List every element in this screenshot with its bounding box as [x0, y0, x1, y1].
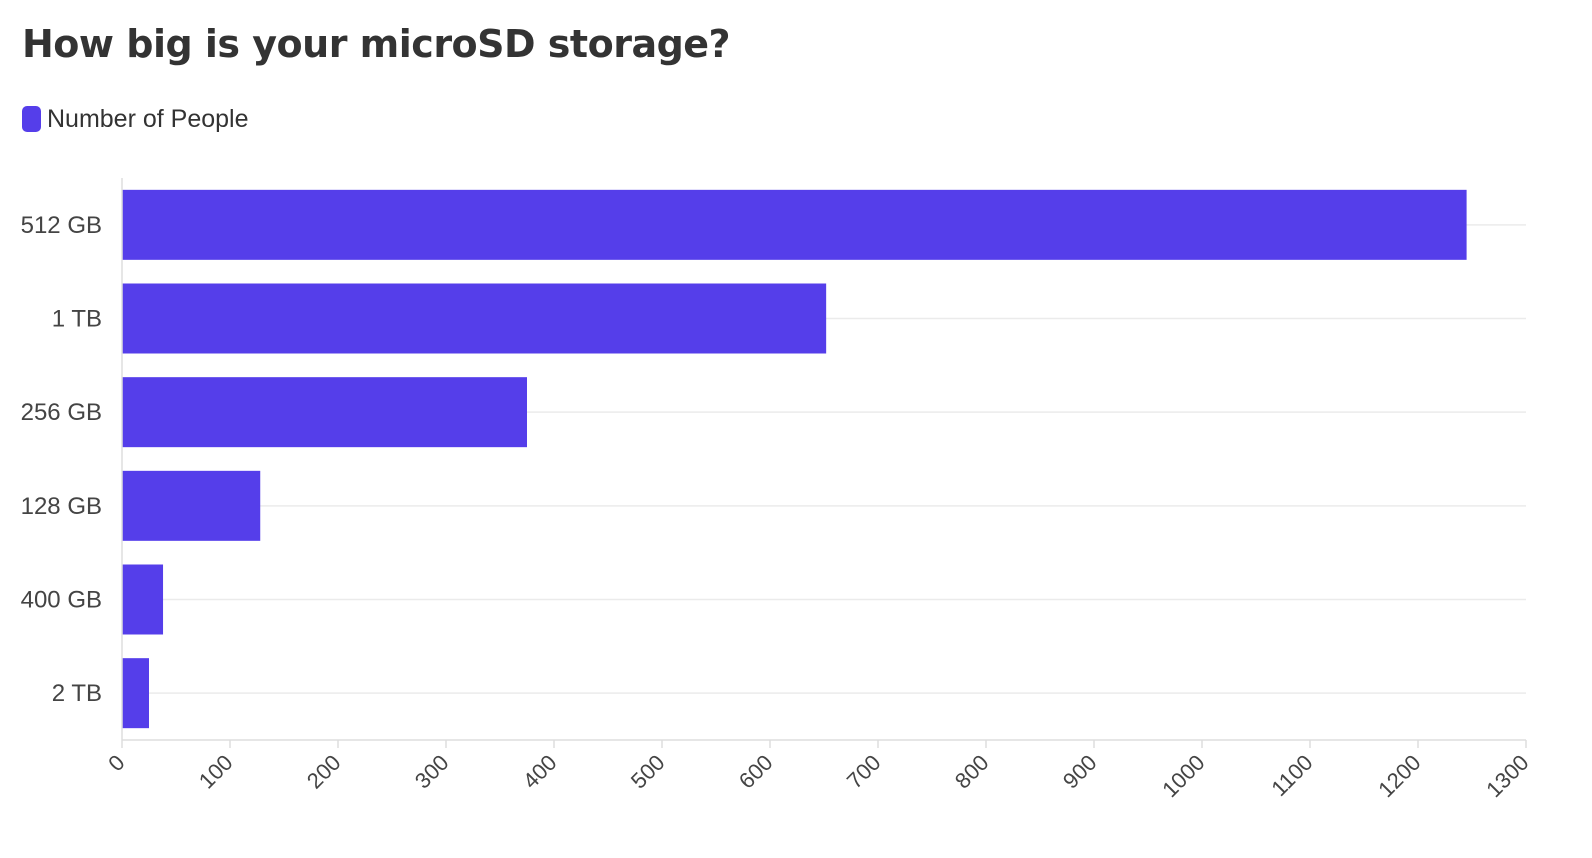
category-label: 512 GB: [21, 212, 102, 239]
category-label: 1 TB: [52, 306, 102, 333]
category-label: 128 GB: [21, 493, 102, 520]
x-tick-label: 300: [410, 750, 454, 794]
chart-title: How big is your microSD storage?: [22, 22, 731, 66]
x-tick-label: 700: [842, 750, 886, 794]
x-tick-label: 1000: [1157, 750, 1209, 802]
x-tick-label: 1200: [1373, 750, 1425, 802]
x-tick-labels: 0 100 200 300 400 500 600 700 800 900 1000 1100 1200…: [103, 750, 1533, 802]
bar-128-gb: [122, 470, 261, 541]
bar-2-tb: [122, 658, 149, 729]
legend-swatch: [22, 106, 41, 132]
x-tick-label: 200: [302, 750, 346, 794]
bars: [122, 189, 1467, 729]
category-label: 400 GB: [21, 587, 102, 614]
x-tick-label: 0: [103, 750, 129, 776]
x-tick-label: 800: [950, 750, 994, 794]
axes: [121, 178, 1527, 748]
legend: Number of People: [22, 104, 249, 134]
x-tick-label: 600: [734, 750, 778, 794]
x-tick-label: 1300: [1481, 750, 1533, 802]
bar-512-gb: [122, 189, 1467, 260]
x-tick-label: 1100: [1266, 750, 1317, 801]
x-tick-label: 900: [1058, 750, 1102, 794]
x-tick-label: 100: [194, 750, 238, 794]
category-label: 2 TB: [52, 680, 102, 707]
category-labels: 512 GB 1 TB 256 GB 128 GB 400 GB 2 TB: [21, 212, 102, 707]
bar-400-gb: [122, 564, 164, 635]
legend-label: Number of People: [47, 104, 249, 133]
x-tick-label: 500: [626, 750, 670, 794]
bar-256-gb: [122, 377, 527, 448]
bar-1-tb: [122, 283, 827, 354]
category-label: 256 GB: [21, 399, 102, 426]
x-tick-label: 400: [518, 750, 562, 794]
